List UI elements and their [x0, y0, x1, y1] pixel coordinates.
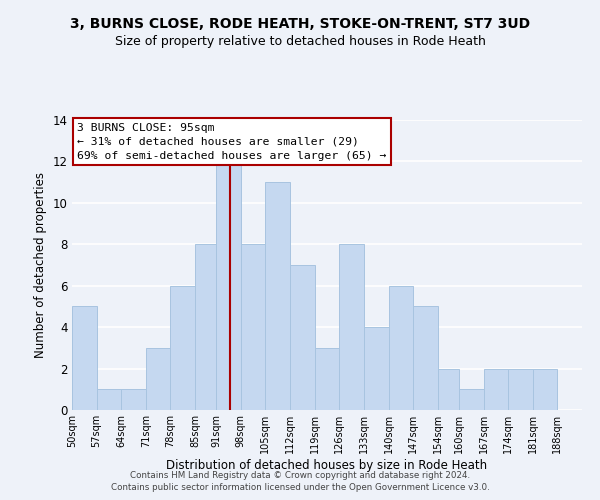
Bar: [241, 244, 265, 410]
Bar: [97, 390, 121, 410]
Bar: [170, 286, 195, 410]
Bar: [72, 306, 97, 410]
Bar: [314, 348, 340, 410]
Bar: [459, 390, 484, 410]
X-axis label: Distribution of detached houses by size in Rode Heath: Distribution of detached houses by size …: [166, 459, 488, 472]
Bar: [290, 265, 314, 410]
Bar: [216, 162, 241, 410]
Text: Size of property relative to detached houses in Rode Heath: Size of property relative to detached ho…: [115, 35, 485, 48]
Bar: [389, 286, 413, 410]
Bar: [484, 368, 508, 410]
Text: 3, BURNS CLOSE, RODE HEATH, STOKE-ON-TRENT, ST7 3UD: 3, BURNS CLOSE, RODE HEATH, STOKE-ON-TRE…: [70, 18, 530, 32]
Bar: [364, 327, 389, 410]
Bar: [265, 182, 290, 410]
Bar: [121, 390, 146, 410]
Y-axis label: Number of detached properties: Number of detached properties: [34, 172, 47, 358]
Bar: [508, 368, 533, 410]
Bar: [413, 306, 438, 410]
Text: Contains HM Land Registry data © Crown copyright and database right 2024.
Contai: Contains HM Land Registry data © Crown c…: [110, 471, 490, 492]
Bar: [340, 244, 364, 410]
Bar: [438, 368, 459, 410]
Bar: [146, 348, 170, 410]
Bar: [533, 368, 557, 410]
Bar: [195, 244, 216, 410]
Text: 3 BURNS CLOSE: 95sqm
← 31% of detached houses are smaller (29)
69% of semi-detac: 3 BURNS CLOSE: 95sqm ← 31% of detached h…: [77, 123, 386, 161]
